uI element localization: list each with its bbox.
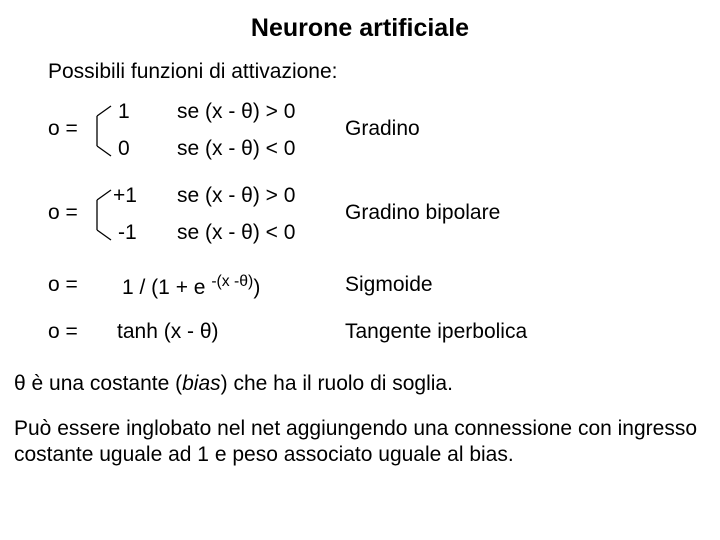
func2-label: Gradino bipolare xyxy=(345,201,500,225)
note1-pre: θ è una costante ( xyxy=(14,372,182,395)
func1-val1: 1 xyxy=(118,100,130,124)
func3-expr-post: ) xyxy=(253,276,260,299)
func1-label: Gradino xyxy=(345,117,420,141)
note1: θ è una costante (bias) che ha il ruolo … xyxy=(14,372,706,396)
func4-expr: tanh (x - θ) xyxy=(117,320,219,344)
func4-lhs: o = xyxy=(48,320,78,344)
func3-expr: 1 / (1 + e -(x -θ)) xyxy=(122,273,260,300)
note1-post: ) che ha il ruolo di soglia. xyxy=(221,372,453,395)
func2-val1: +1 xyxy=(113,184,137,208)
func2-cond1: se (x - θ) > 0 xyxy=(177,184,295,208)
note1-ital: bias xyxy=(182,372,221,395)
func2-cond2: se (x - θ) < 0 xyxy=(177,221,295,245)
note2: Può essere inglobato nel net aggiungendo… xyxy=(14,416,706,469)
brace-icon xyxy=(93,102,115,160)
func2-lhs: o = xyxy=(48,201,78,225)
func1-val2: 0 xyxy=(118,137,130,161)
subtitle: Possibili funzioni di attivazione: xyxy=(48,60,338,84)
func3-expr-pre: 1 / (1 + e xyxy=(122,276,211,299)
func4-label: Tangente iperbolica xyxy=(345,320,527,344)
func3-lhs: o = xyxy=(48,273,78,297)
func3-expr-sup: -(x -θ) xyxy=(211,273,253,290)
func2-val2: -1 xyxy=(118,221,137,245)
func1-cond2: se (x - θ) < 0 xyxy=(177,137,295,161)
brace-icon xyxy=(93,186,115,244)
func3-label: Sigmoide xyxy=(345,273,433,297)
func1-lhs: o = xyxy=(48,117,78,141)
func1-cond1: se (x - θ) > 0 xyxy=(177,100,295,124)
slide-title: Neurone artificiale xyxy=(0,14,720,43)
